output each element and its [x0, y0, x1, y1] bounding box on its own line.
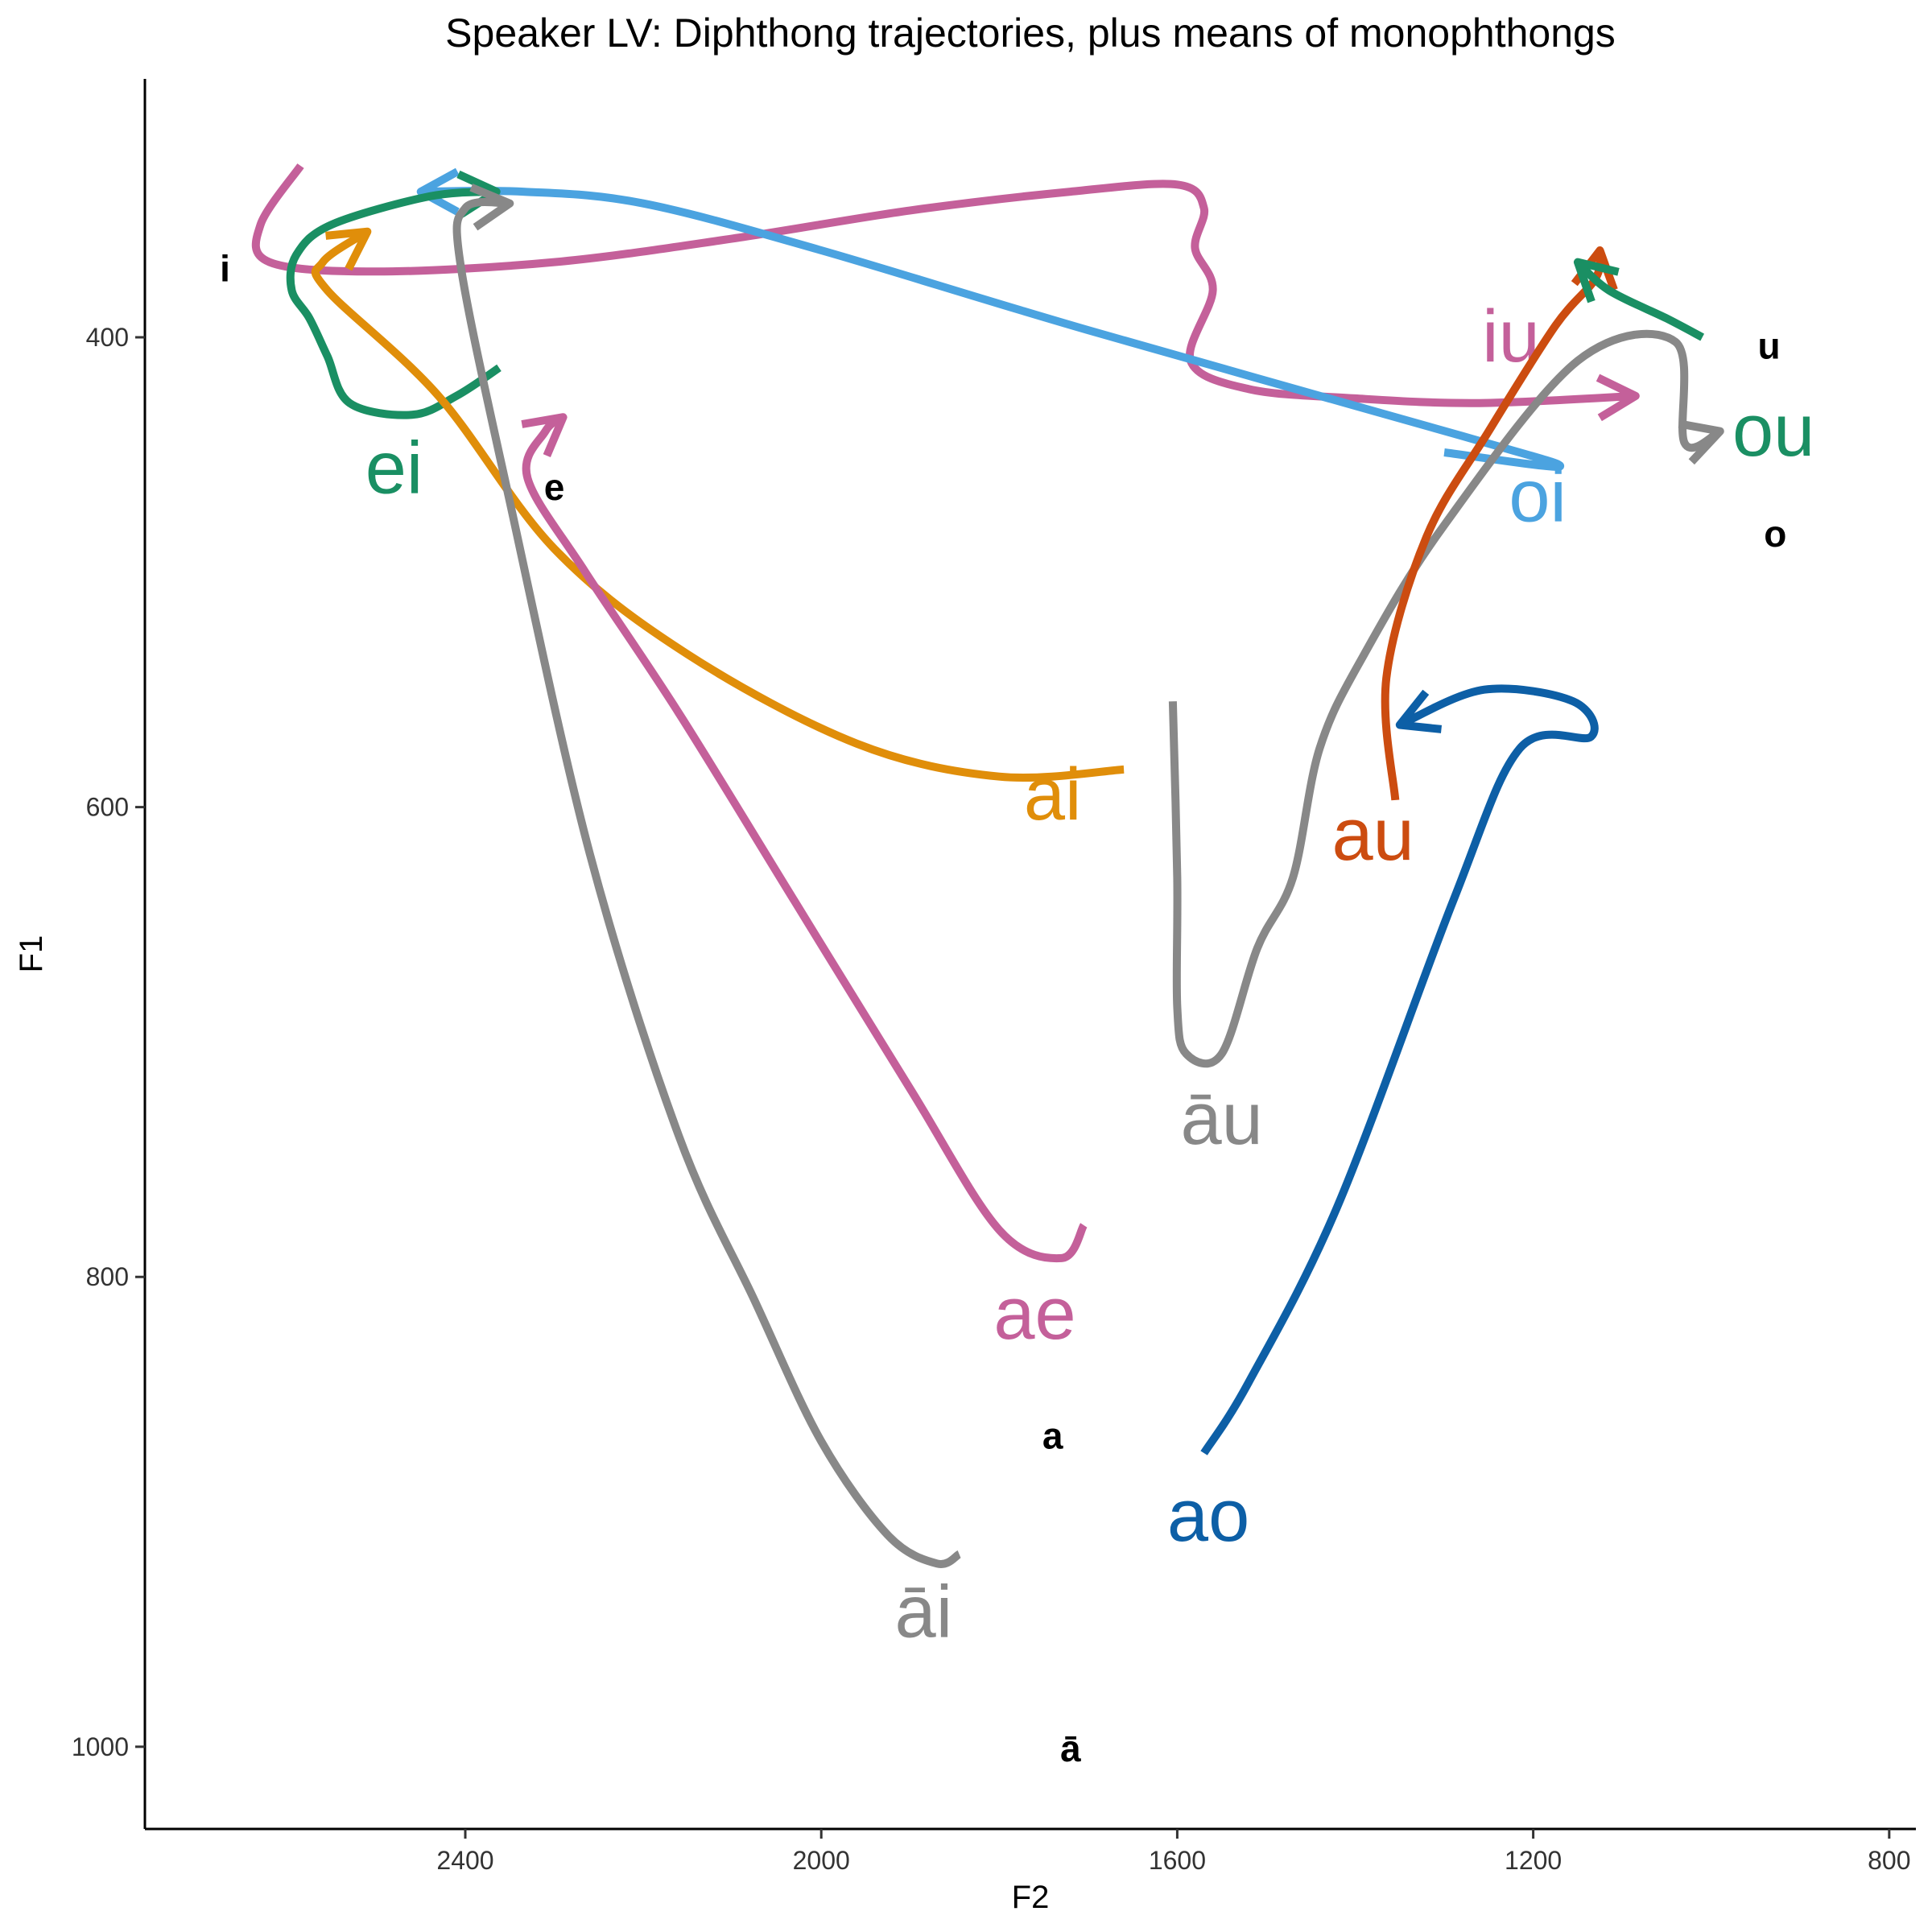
- trajectory-line: [452, 198, 962, 1568]
- trajectory-line: [1200, 684, 1599, 1455]
- x-axis-ticks: 2400 2000 1600 1200 800: [436, 1829, 1911, 1875]
- monophthong-label: ā: [1060, 1728, 1081, 1769]
- series-label: āi: [895, 1571, 953, 1653]
- series-label: ei: [365, 427, 423, 510]
- series-label: ae: [993, 1273, 1075, 1355]
- x-axis-title: F2: [1012, 1880, 1050, 1915]
- series-ai: ai: [311, 227, 1125, 836]
- series-label: oi: [1509, 456, 1567, 538]
- x-tick-label: 2000: [793, 1846, 850, 1875]
- series-āu: āu: [1168, 329, 1724, 1160]
- series-label: ai: [1024, 753, 1082, 836]
- arrowhead: [416, 167, 460, 216]
- monophthong-label: o: [1764, 513, 1786, 555]
- arrowhead: [1678, 419, 1724, 465]
- series-oi: oi: [416, 167, 1567, 538]
- trajectory-line: [311, 228, 1125, 782]
- series-au: au: [1331, 246, 1618, 876]
- series-label: ou: [1732, 390, 1814, 472]
- series-label: au: [1331, 794, 1414, 876]
- trajectory-line: [1575, 258, 1705, 341]
- trajectory-line: [1168, 329, 1723, 1068]
- series-ae: ae: [521, 413, 1088, 1355]
- y-tick-label: 1000: [72, 1732, 129, 1761]
- x-tick-label: 2400: [436, 1846, 493, 1875]
- y-axis-ticks: 400 600 800 1000: [72, 323, 145, 1761]
- series-label: āu: [1181, 1078, 1263, 1160]
- y-tick-label: 800: [86, 1262, 129, 1291]
- series-ao: ao: [1167, 684, 1599, 1557]
- trajectory-line: [522, 413, 1088, 1263]
- monophthong-label: i: [220, 247, 230, 289]
- monophthong-label: u: [1758, 325, 1781, 367]
- trajectory-line: [420, 186, 1565, 471]
- y-tick-label: 600: [86, 793, 129, 822]
- arrowhead: [469, 184, 514, 231]
- monophthong-label: e: [544, 466, 565, 508]
- series-ou: ou: [1573, 258, 1814, 472]
- arrowhead: [1573, 258, 1620, 303]
- y-axis-title: F1: [14, 935, 49, 973]
- x-tick-label: 800: [1868, 1846, 1910, 1875]
- x-tick-label: 1200: [1505, 1846, 1562, 1875]
- series-label: ao: [1167, 1475, 1249, 1557]
- trajectory-line: [286, 188, 502, 419]
- series-āi: āi: [452, 184, 962, 1653]
- series-ei: ei: [286, 170, 502, 510]
- monophthong-label: a: [1042, 1415, 1063, 1457]
- y-tick-label: 400: [86, 323, 129, 352]
- arrowhead: [521, 413, 568, 458]
- arrowhead: [325, 227, 372, 271]
- arrowhead: [1395, 689, 1443, 733]
- x-tick-label: 1600: [1149, 1846, 1206, 1875]
- chart-title: Speaker LV: Diphthong trajectories, plus…: [445, 10, 1616, 56]
- arrowhead: [1596, 374, 1640, 422]
